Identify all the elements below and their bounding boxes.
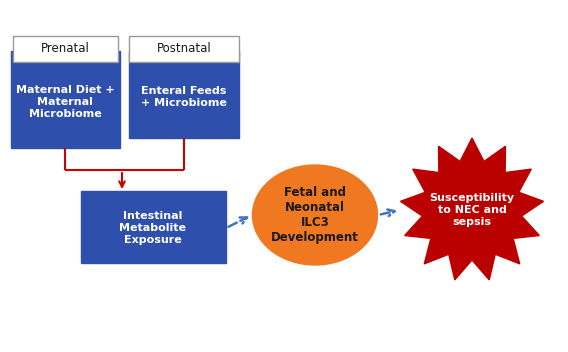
Text: Prenatal: Prenatal [40, 43, 89, 56]
Text: Maternal Diet +
Maternal
Microbiome: Maternal Diet + Maternal Microbiome [16, 86, 114, 119]
FancyBboxPatch shape [13, 36, 118, 62]
Text: Fetal and
Neonatal
ILC3
Development: Fetal and Neonatal ILC3 Development [271, 186, 359, 244]
FancyBboxPatch shape [81, 191, 226, 263]
Ellipse shape [253, 165, 378, 265]
Text: Enteral Feeds
+ Microbiome: Enteral Feeds + Microbiome [141, 86, 227, 108]
FancyBboxPatch shape [11, 51, 120, 148]
Polygon shape [400, 138, 544, 280]
Text: Intestinal
Metabolite
Exposure: Intestinal Metabolite Exposure [119, 212, 186, 245]
Text: Susceptibility
to NEC and
sepsis: Susceptibility to NEC and sepsis [429, 193, 515, 227]
Text: Postnatal: Postnatal [157, 43, 211, 56]
FancyBboxPatch shape [129, 36, 239, 62]
FancyBboxPatch shape [129, 51, 239, 138]
